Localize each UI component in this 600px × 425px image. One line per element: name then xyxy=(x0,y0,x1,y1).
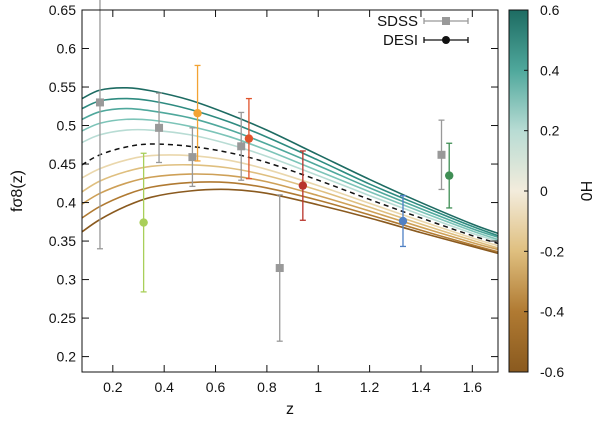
legend: SDSS DESI xyxy=(377,13,469,49)
y-axis-label: fσ8(z) xyxy=(9,170,26,212)
legend-marker-square xyxy=(442,17,450,25)
model-curve-10 xyxy=(82,188,498,255)
marker-circle xyxy=(298,181,308,190)
desi-point xyxy=(193,64,202,162)
colorbar-tick-label: 0.4 xyxy=(540,62,560,78)
x-tick-label: 0.6 xyxy=(206,379,226,395)
desi-point xyxy=(398,194,408,248)
x-tick-label: 0.2 xyxy=(103,379,123,395)
model-curve-7 xyxy=(82,163,498,249)
sdss-point xyxy=(155,92,164,164)
plot-frame xyxy=(81,9,499,373)
y-tick-label: 0.35 xyxy=(49,233,76,249)
model-curve-4 xyxy=(82,128,498,242)
model-curve-9 xyxy=(82,181,498,253)
x-tick-label: 0.8 xyxy=(257,379,277,395)
sdss-point xyxy=(237,111,246,181)
x-tick-label: 1.6 xyxy=(463,379,483,395)
marker-circle xyxy=(139,218,148,227)
model-curve-8 xyxy=(82,173,498,251)
colorbar-tick-label: 0.6 xyxy=(540,2,560,18)
y-tick-label: 0.3 xyxy=(57,272,77,288)
marker-circle xyxy=(193,109,202,118)
sdss-point xyxy=(188,127,197,188)
legend-marker-circle xyxy=(442,36,450,44)
marker-square xyxy=(155,123,164,132)
legend-label: SDSS xyxy=(377,13,418,30)
y-tick-label: 0.45 xyxy=(49,156,76,172)
marker-square xyxy=(237,142,246,151)
data-points xyxy=(95,0,454,342)
marker-square xyxy=(275,264,284,273)
desi-point xyxy=(298,150,308,221)
desi-point xyxy=(445,142,454,209)
x-tick-label: 0.4 xyxy=(154,379,174,395)
colorbar-tick-label: -0.6 xyxy=(540,364,564,380)
marker-square xyxy=(437,150,446,159)
legend-label: DESI xyxy=(383,32,418,49)
y-tick-label: 0.25 xyxy=(49,310,76,326)
marker-circle xyxy=(244,134,254,143)
colorbar-tick-label: -0.2 xyxy=(540,243,564,259)
colorbar-tick-label: 0 xyxy=(540,183,548,199)
x-tick-label: 1.4 xyxy=(411,379,431,395)
y-tick-label: 0.55 xyxy=(49,79,76,95)
y-tick-label: 0.65 xyxy=(49,2,76,18)
marker-circle xyxy=(445,171,454,180)
sdss-point xyxy=(95,0,104,250)
colorbar: -0.6 -0.4 -0.2 0 0.2 0.4 0.6 H0 xyxy=(508,2,594,380)
y-tick-label: 0.4 xyxy=(57,195,77,211)
model-curve-1 xyxy=(82,97,498,237)
model-curve-3 xyxy=(82,118,498,241)
desi-point xyxy=(244,97,254,180)
x-tick-label: 1.2 xyxy=(360,379,380,395)
colorbar-tick-label: -0.4 xyxy=(540,304,564,320)
marker-square xyxy=(188,153,197,162)
x-axis-label: z xyxy=(286,401,294,418)
y-tick-label: 0.6 xyxy=(57,41,77,57)
marker-square xyxy=(95,98,104,107)
sdss-point xyxy=(275,194,284,342)
model-curve-lcdm xyxy=(82,143,498,245)
marker-circle xyxy=(398,216,408,226)
y-tick-label: 0.2 xyxy=(57,349,77,365)
colorbar-tick-label: 0.2 xyxy=(540,123,560,139)
sdss-point xyxy=(437,119,446,191)
desi-point xyxy=(139,152,148,293)
model-curve-6 xyxy=(82,154,498,247)
axes: 0.2 0.4 0.6 0.8 1 1.2 1.4 1.6 0.2 0.25 0.3 0.35 0.4 0… xyxy=(9,2,499,418)
colorbar-label: H0 xyxy=(577,181,594,202)
model-curves xyxy=(82,86,498,255)
x-tick-label: 1 xyxy=(314,379,322,395)
model-curve-0 xyxy=(82,86,498,235)
y-tick-label: 0.5 xyxy=(57,118,77,134)
